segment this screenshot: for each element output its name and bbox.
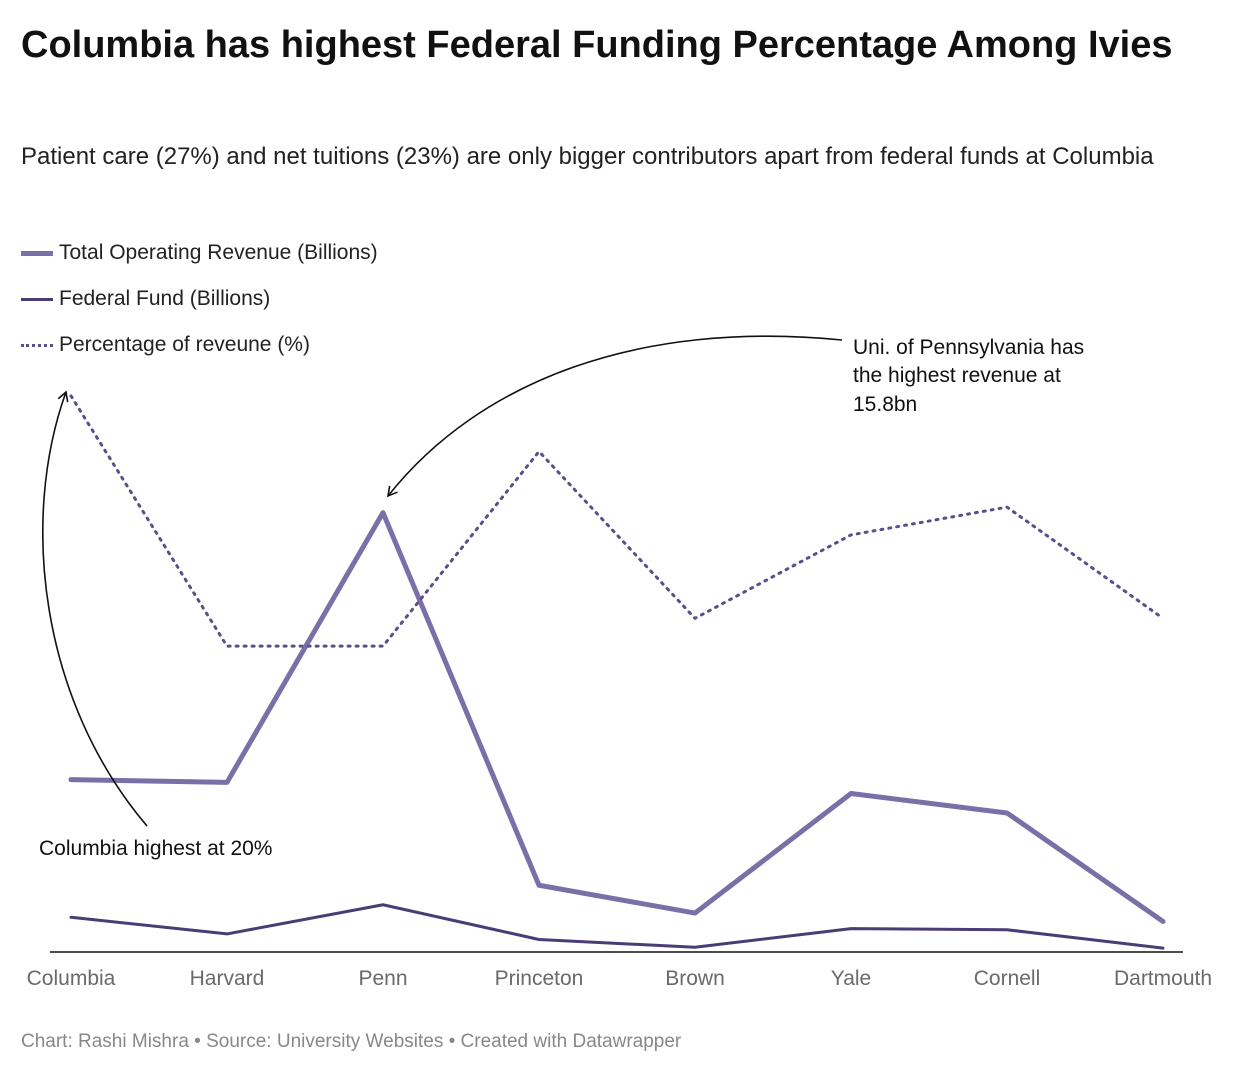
penn-annotation-line-3: 15.8bn bbox=[853, 393, 917, 416]
legend-item-revenue: Total Operating Revenue (Billions) bbox=[21, 230, 378, 276]
x-tick-label-brown: Brown bbox=[665, 967, 725, 990]
series-line-federal bbox=[69, 903, 1165, 950]
columbia-annotation: Columbia highest at 20% bbox=[39, 837, 272, 860]
chart-title: Columbia has highest Federal Funding Per… bbox=[21, 24, 1173, 66]
legend-label-percentage: Percentage of reveune (%) bbox=[59, 333, 310, 356]
legend: Total Operating Revenue (Billions) Feder… bbox=[21, 230, 378, 368]
legend-swatch-federal bbox=[21, 297, 53, 301]
legend-swatch-percentage bbox=[21, 343, 53, 347]
x-tick-label-yale: Yale bbox=[831, 967, 871, 990]
chart-subtitle: Patient care (27%) and net tuitions (23%… bbox=[21, 143, 1154, 170]
chart-footer: Chart: Rashi Mishra • Source: University… bbox=[21, 1031, 682, 1052]
series-line-revenue bbox=[68, 510, 1166, 924]
legend-label-revenue: Total Operating Revenue (Billions) bbox=[59, 241, 378, 264]
columbia-annotation-arrow bbox=[42, 390, 148, 827]
x-tick-label-harvard: Harvard bbox=[190, 967, 265, 990]
legend-item-percentage: Percentage of reveune (%) bbox=[21, 322, 378, 368]
x-tick-label-cornell: Cornell bbox=[974, 967, 1041, 990]
x-tick-label-princeton: Princeton bbox=[495, 967, 584, 990]
x-tick-label-dartmouth: Dartmouth bbox=[1114, 967, 1212, 990]
penn-annotation-line-1: Uni. of Pennsylvania has bbox=[853, 336, 1084, 359]
penn-annotation-arrow bbox=[386, 335, 843, 498]
x-axis-labels: Columbia Harvard Penn Princeton Brown Yale Cor… bbox=[27, 967, 1212, 990]
legend-item-federal: Federal Fund (Billions) bbox=[21, 276, 378, 322]
series-line-percentage bbox=[69, 394, 1165, 648]
legend-swatch-revenue bbox=[21, 250, 53, 256]
series-layer bbox=[68, 394, 1166, 950]
x-tick-label-columbia: Columbia bbox=[27, 967, 116, 990]
x-tick-label-penn: Penn bbox=[358, 967, 407, 990]
penn-annotation-line-2: the highest revenue at bbox=[853, 364, 1061, 387]
legend-label-federal: Federal Fund (Billions) bbox=[59, 287, 271, 310]
